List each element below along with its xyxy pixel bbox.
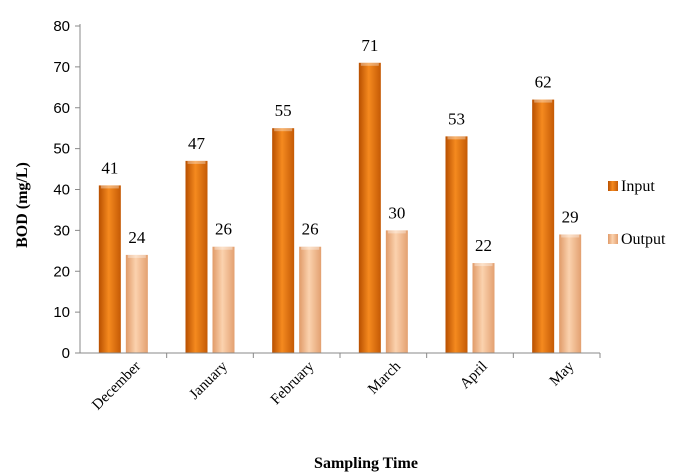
data-label-output: 29: [562, 207, 579, 226]
y-tick-label: 50: [53, 141, 70, 158]
bar-output-highlight: [127, 254, 146, 258]
bar-input-highlight: [187, 160, 206, 164]
data-label-input: 71: [361, 36, 378, 55]
bar-input-highlight: [360, 62, 379, 66]
bar-output: [472, 263, 495, 353]
bar-input: [185, 160, 208, 353]
x-tick-label: April: [457, 359, 491, 393]
bar-output-highlight: [474, 263, 493, 267]
y-axis-ticks: 0 10 20 30 40 50 60 70 80: [53, 18, 80, 362]
bar-input: [532, 99, 555, 353]
data-labels-group: 41 24 47 26 55 26 71 30 53 22 62 29: [101, 36, 578, 255]
bar-input-highlight: [100, 185, 119, 189]
data-label-output: 26: [302, 220, 319, 239]
legend-label-output: Output: [621, 231, 666, 248]
legend: Input Output: [608, 178, 666, 248]
data-label-output: 22: [475, 236, 492, 255]
y-tick-label: 10: [53, 304, 70, 321]
bar-input: [98, 185, 121, 353]
x-tick-label: December: [89, 359, 144, 414]
y-tick-label: 30: [53, 222, 70, 239]
data-label-output: 30: [388, 203, 405, 222]
y-tick-label: 70: [53, 59, 70, 76]
bar-input-highlight: [274, 128, 293, 132]
y-tick-label: 40: [53, 182, 70, 199]
data-label-output: 26: [215, 220, 232, 239]
bar-input: [272, 128, 295, 353]
bar-output-highlight: [561, 234, 580, 238]
y-tick-label: 20: [53, 263, 70, 280]
x-axis-title: Sampling Time: [314, 455, 418, 472]
y-tick-label: 80: [53, 18, 70, 35]
legend-swatch-input: [608, 181, 618, 191]
bar-output-highlight: [387, 230, 406, 234]
bar-output: [559, 234, 582, 353]
data-label-input: 62: [535, 73, 552, 92]
x-tick-label: January: [187, 358, 232, 403]
bar-input-highlight: [447, 136, 466, 140]
data-label-input: 55: [275, 101, 292, 120]
data-label-input: 53: [448, 109, 465, 128]
y-tick-label: 60: [53, 100, 70, 117]
data-label-output: 24: [128, 228, 146, 247]
bar-output: [212, 246, 235, 353]
bars-group: [98, 62, 582, 353]
category-labels-group: December January February March April May: [89, 353, 601, 414]
bar-output: [299, 246, 322, 353]
x-tick-label: March: [365, 358, 404, 397]
x-tick-label: February: [268, 358, 318, 408]
legend-label-input: Input: [621, 178, 655, 195]
y-axis-title: BOD (mg/L): [14, 162, 31, 248]
bar-output-highlight: [301, 246, 320, 250]
y-tick-label: 0: [62, 345, 70, 362]
bar-input-highlight: [534, 99, 553, 103]
bar-input: [445, 136, 468, 353]
bar-output: [385, 230, 408, 353]
bar-output: [125, 254, 148, 353]
bar-output-highlight: [214, 246, 233, 250]
legend-swatch-output: [608, 234, 618, 244]
bar-input: [358, 62, 381, 353]
data-label-input: 41: [101, 158, 118, 177]
data-label-input: 47: [188, 134, 206, 153]
x-tick-label: May: [547, 358, 578, 389]
axes-group: [79, 24, 600, 354]
